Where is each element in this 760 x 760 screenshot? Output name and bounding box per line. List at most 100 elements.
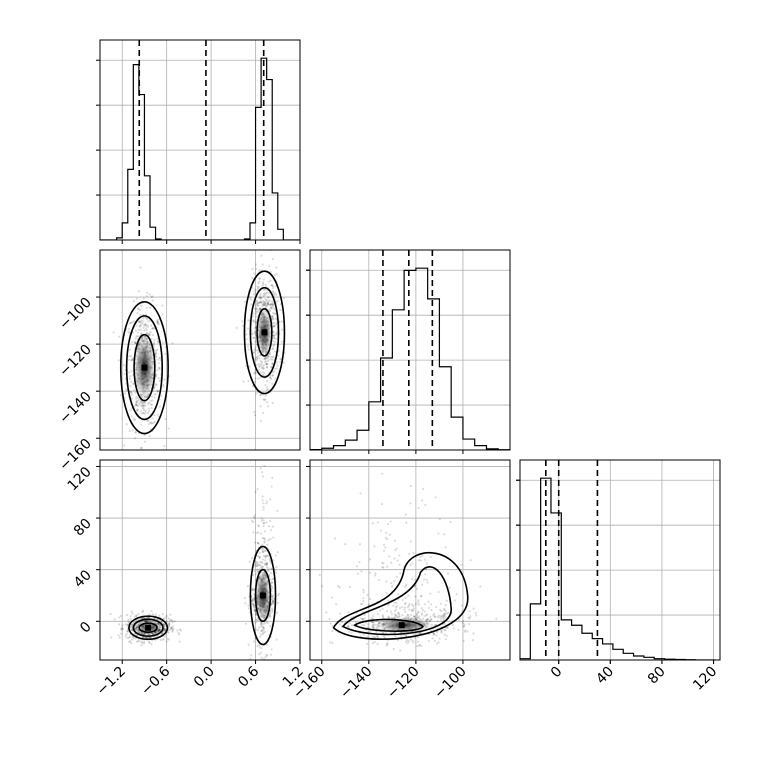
scatter-point (404, 601, 407, 605)
scatter-point (155, 631, 158, 634)
scatter-point (411, 577, 414, 580)
scatter-point (136, 397, 140, 400)
scatter-point (260, 254, 263, 257)
scatter-point (390, 582, 393, 585)
scatter-point (256, 285, 259, 288)
scatter-point (362, 588, 365, 591)
scatter-point (276, 551, 279, 554)
scatter-point (275, 332, 278, 335)
scatter-point (269, 302, 273, 305)
scatter-point (339, 612, 342, 615)
scatter-point (382, 562, 385, 565)
scatter-point (469, 615, 472, 618)
scatter-point (133, 389, 136, 392)
scatter-point (420, 613, 423, 616)
scatter-point (120, 626, 124, 629)
scatter-point (151, 632, 154, 636)
scatter-point (376, 634, 379, 638)
scatter-point (157, 630, 160, 633)
scatter-point (251, 385, 255, 388)
contour-line (133, 333, 156, 402)
scatter-point (253, 514, 256, 517)
scatter-point (446, 612, 449, 615)
scatter-point (366, 593, 369, 597)
scatter-point (254, 288, 257, 291)
scatter-point (257, 362, 260, 366)
scatter-point (420, 612, 424, 615)
scatter-point (128, 635, 132, 638)
scatter-point (256, 645, 259, 648)
scatter-point (256, 541, 259, 544)
scatter-point (169, 626, 173, 629)
scatter-point (262, 282, 265, 285)
scatter-point (360, 570, 363, 573)
scatter-point (276, 601, 279, 605)
scatter-point (119, 614, 123, 618)
scatter-point (135, 409, 139, 412)
scatter-point (258, 643, 261, 647)
scatter-point (404, 583, 408, 587)
scatter-point (151, 632, 154, 635)
scatter-point (435, 642, 439, 645)
scatter-point (157, 614, 161, 617)
scatter-point (443, 612, 446, 616)
scatter-point (269, 303, 272, 306)
scatter-point (397, 613, 401, 616)
scatter-point (252, 574, 255, 577)
scatter-point (251, 602, 255, 605)
scatter-point (148, 636, 151, 639)
scatter-point (354, 621, 357, 624)
scatter-point (162, 637, 165, 641)
scatter-point (341, 620, 344, 623)
scatter-point (404, 513, 407, 516)
scatter-point (177, 631, 180, 635)
scatter-point (137, 622, 140, 625)
scatter-point (413, 615, 416, 618)
scatter-point (146, 619, 150, 622)
scatter-point (404, 634, 407, 637)
scatter-point (162, 638, 165, 641)
x-tick-label: −120 (384, 664, 423, 703)
scatter-point (257, 531, 260, 534)
scatter-point (442, 618, 445, 621)
scatter-point (261, 558, 265, 561)
scatter-point (133, 632, 136, 635)
scatter-point (257, 525, 261, 528)
scatter-point (125, 614, 129, 617)
scatter-point (269, 498, 272, 501)
scatter-point (143, 400, 146, 404)
scatter-point (156, 631, 159, 634)
scatter-point (145, 619, 148, 622)
scatter-point (251, 599, 254, 602)
scatter-point (395, 614, 398, 617)
scatter-point (158, 628, 161, 631)
scatter-point (460, 604, 463, 607)
scatter-point (255, 299, 258, 302)
scatter-point (152, 345, 156, 348)
scatter-point (148, 334, 152, 337)
scatter-point (127, 355, 131, 358)
scatter-point (338, 623, 342, 626)
scatter-point (429, 555, 432, 559)
scatter-point (432, 633, 435, 637)
scatter-point (262, 537, 266, 540)
scatter-point (348, 630, 351, 633)
scatter-point (426, 618, 429, 621)
scatter-point (461, 622, 464, 625)
scatter-point (132, 382, 135, 385)
scatter-point (271, 597, 274, 600)
scatter-point (444, 603, 447, 607)
scatter-point (166, 631, 170, 634)
scatter-point (259, 296, 262, 299)
scatter-point (141, 641, 144, 645)
scatter-point (267, 355, 270, 358)
scatter-point (150, 403, 154, 406)
scatter-point (395, 575, 398, 578)
scatter-point (403, 602, 406, 606)
scatter-point (163, 625, 166, 628)
scatter-point (256, 628, 260, 632)
scatter-point (134, 403, 138, 406)
scatter-point (392, 604, 395, 607)
scatter-point (178, 628, 182, 631)
